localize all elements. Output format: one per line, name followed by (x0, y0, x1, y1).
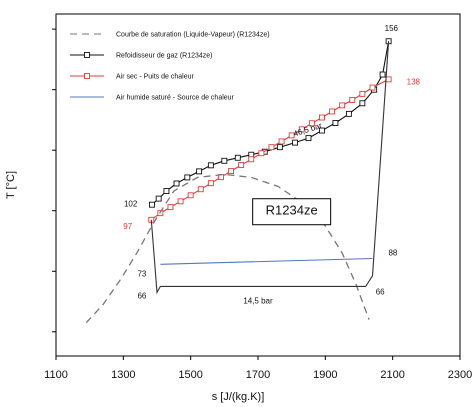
x-tick-label: 1900 (313, 369, 337, 381)
legend-label: Refoidisseur de gaz (R1234ze) (116, 53, 213, 60)
data-point (238, 162, 245, 168)
data-point (305, 135, 312, 142)
x-tick-label: 1300 (111, 369, 135, 381)
annotation-label: R1234ze (266, 203, 318, 218)
x-axis-label: s [J/(kg.K)] (212, 391, 265, 403)
y-axis-label: T [°C] (5, 171, 17, 199)
x-tick-label: 2300 (448, 369, 472, 381)
x-tick-label: 1100 (44, 369, 68, 381)
series-line-air-humide-satur-source-de-chaleur (160, 257, 373, 265)
annotation-label: 14,5 bar (243, 296, 273, 305)
data-point (339, 102, 346, 109)
data-point (292, 139, 298, 146)
data-point (234, 154, 241, 161)
data-point (345, 110, 352, 117)
annotation-box (252, 198, 332, 226)
data-point (379, 71, 386, 78)
data-point (167, 204, 174, 211)
data-point (385, 76, 392, 83)
data-point (184, 174, 191, 181)
annotation-label: 73 (137, 269, 146, 278)
series-line-courbe-de-saturation-liquide-vapeur-r1234ze (85, 173, 370, 324)
data-point (197, 186, 204, 193)
legend-marker (84, 73, 90, 79)
data-point (278, 138, 285, 145)
data-point (207, 162, 214, 169)
data-point (369, 84, 376, 91)
data-point (207, 180, 214, 187)
annotation-label: 102 (124, 200, 138, 209)
data-point (148, 201, 155, 208)
data-point (258, 150, 265, 157)
x-tick-label: 1700 (246, 369, 270, 381)
data-point (308, 120, 315, 127)
legend-marker (84, 52, 90, 58)
legend: Courbe de saturation (Liquide-Vapeur) (R… (70, 32, 270, 102)
data-point (163, 188, 170, 195)
series-layer (85, 38, 392, 324)
data-point (319, 114, 325, 121)
data-point (177, 198, 184, 205)
data-point (276, 144, 283, 151)
axes: 1100 1300 1500 1700 1900 2100 2300 s [J/(kg.K)]… (5, 28, 472, 403)
data-point (268, 144, 275, 151)
data-point (228, 168, 235, 175)
data-point (288, 132, 295, 139)
data-point (248, 156, 255, 163)
data-point (329, 108, 336, 115)
data-point (359, 100, 366, 107)
x-tick-label: 2100 (380, 369, 404, 381)
data-point (187, 192, 194, 199)
data-point (196, 168, 203, 175)
legend-label: Air humide saturé - Source de chaleur (116, 95, 235, 102)
data-point (319, 127, 325, 134)
annotation-label: 66 (376, 287, 385, 296)
annotation-label: 88 (388, 249, 397, 258)
data-point (349, 97, 356, 103)
annotation-label: 138 (407, 77, 421, 86)
annotation-label: 97 (123, 222, 132, 231)
series-line-cycle-closure-r1234ze (150, 41, 390, 295)
annotation-label: 66 (137, 291, 146, 300)
data-point (359, 90, 366, 97)
legend-label: Courbe de saturation (Liquide-Vapeur) (R… (116, 32, 270, 39)
data-point (332, 120, 339, 126)
legend-label: Air sec - Puits de chaleur (116, 74, 194, 81)
data-point (221, 157, 228, 164)
x-tick-label: 1500 (178, 369, 202, 381)
data-point (155, 195, 162, 202)
data-point (173, 180, 180, 187)
data-point (298, 126, 305, 133)
annotation-label: 156 (385, 24, 399, 33)
